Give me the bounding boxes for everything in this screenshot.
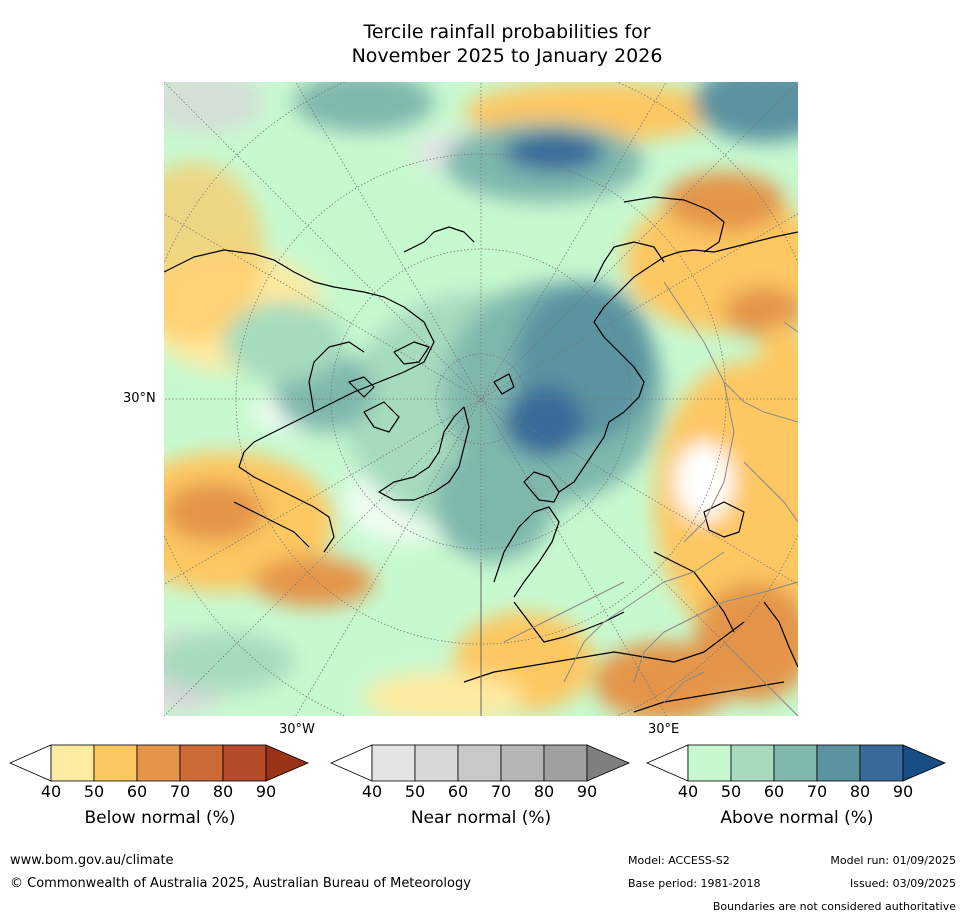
footer-base-period: Base period: 1981-2018	[628, 877, 761, 890]
rainfall-probability-map	[164, 82, 798, 716]
footer-copyright: © Commonwealth of Australia 2025, Austra…	[10, 876, 471, 891]
eurasia-arctic-coast	[558, 231, 798, 493]
below-tick-60: 60	[126, 782, 148, 801]
footer-model-run: Model run: 01/09/2025	[830, 854, 956, 867]
coastlines	[164, 196, 798, 713]
below-colorbar-bin-2	[93, 744, 138, 782]
above-tick-70: 70	[806, 782, 828, 801]
title-line-2: November 2025 to January 2026	[351, 45, 663, 67]
above-tick-60: 60	[763, 782, 785, 801]
above-colorbar-low-arrow	[646, 744, 689, 782]
near-tick-60: 60	[447, 782, 469, 801]
near-tick-40: 40	[361, 782, 383, 801]
above-colorbar-bin-5	[859, 744, 904, 782]
below-colorbar-bin-4	[179, 744, 224, 782]
near-colorbar-low-arrow	[330, 744, 373, 782]
near-colorbar-bin-2	[414, 744, 459, 782]
map-title: Tercile rainfall probabilities for Novem…	[0, 20, 965, 68]
above-colorbar-high-arrow	[902, 744, 947, 782]
north-america-coast	[164, 249, 435, 553]
mediterranean-coast	[463, 621, 745, 683]
below-tick-50: 50	[83, 782, 105, 801]
below-colorbar-bin-3	[136, 744, 181, 782]
near-colorbar-high-arrow	[586, 744, 631, 782]
near-tick-90: 90	[576, 782, 598, 801]
near-colorbar-bin-3	[457, 744, 502, 782]
colorbar-near-label: Near normal (%)	[410, 808, 552, 828]
greenland-outline	[378, 406, 470, 501]
colorbar-near	[330, 744, 632, 782]
footer-issued: Issued: 03/09/2025	[849, 877, 956, 890]
probability-fields	[164, 82, 798, 716]
below-colorbar-high-arrow	[265, 744, 310, 782]
below-tick-80: 80	[212, 782, 234, 801]
map-canvas	[164, 82, 798, 716]
below-tick-70: 70	[169, 782, 191, 801]
above-tick-80: 80	[849, 782, 871, 801]
title-line-1: Tercile rainfall probabilities for	[363, 21, 651, 43]
near-colorbar-bin-1	[371, 744, 416, 782]
colorbar-below-label: Below normal (%)	[84, 808, 236, 828]
above-colorbar-bin-3	[773, 744, 818, 782]
lon-label-30w: 30°W	[279, 722, 315, 737]
colorbar-above-label: Above normal (%)	[720, 808, 874, 828]
below-tick-40: 40	[40, 782, 62, 801]
graticule	[164, 82, 798, 716]
near-tick-70: 70	[490, 782, 512, 801]
colorbar-above	[646, 744, 948, 782]
lon-label-30e: 30°E	[648, 722, 680, 737]
footer-disclaimer: Boundaries are not considered authoritat…	[712, 900, 956, 913]
above-colorbar-bin-2	[730, 744, 775, 782]
footer-url[interactable]: www.bom.gov.au/climate	[10, 853, 174, 868]
below-colorbar-bin-1	[50, 744, 95, 782]
below-colorbar-bin-5	[222, 744, 267, 782]
below-colorbar-low-arrow	[9, 744, 52, 782]
near-colorbar-bin-5	[543, 744, 588, 782]
lat-label-30n: 30°N	[123, 391, 156, 406]
above-colorbar-bin-4	[816, 744, 861, 782]
footer-model: Model: ACCESS-S2	[628, 854, 730, 867]
near-tick-50: 50	[404, 782, 426, 801]
near-colorbar-bin-4	[500, 744, 545, 782]
colorbar-below	[9, 744, 311, 782]
near-tick-80: 80	[533, 782, 555, 801]
above-tick-90: 90	[892, 782, 914, 801]
below-tick-90: 90	[255, 782, 277, 801]
scandinavia-coast	[493, 506, 560, 598]
above-tick-40: 40	[677, 782, 699, 801]
country-borders	[503, 281, 798, 716]
above-tick-50: 50	[720, 782, 742, 801]
above-colorbar-bin-1	[687, 744, 732, 782]
